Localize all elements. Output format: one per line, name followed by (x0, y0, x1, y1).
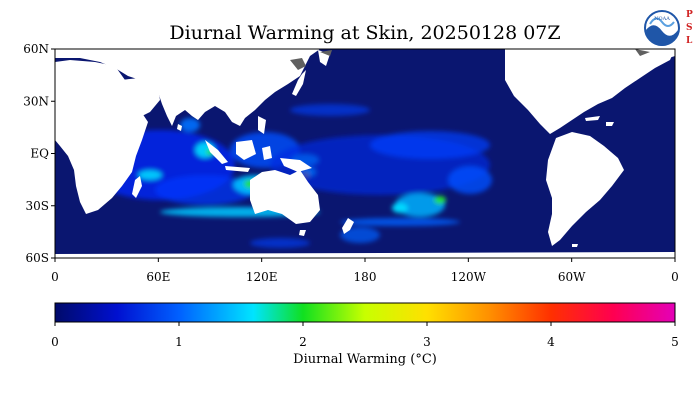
noaa-logo-text: NOAA (654, 16, 670, 22)
x-tick-label: 120W (451, 270, 487, 284)
colorbar-tick-label: 4 (547, 335, 555, 349)
africa (55, 60, 148, 214)
x-tick-label: 120E (246, 270, 278, 284)
map-title: Diurnal Warming at Skin, 20250128 07Z (169, 22, 560, 44)
land-masses (55, 49, 675, 258)
colorbar (54, 302, 676, 323)
x-tick-label: 0 (51, 270, 59, 284)
y-tick-label: 60S (26, 251, 50, 265)
colorbar-tick-label: 3 (423, 335, 431, 349)
y-tick-label: 30S (26, 199, 50, 213)
sea-ice (290, 49, 650, 70)
y-tick-label: EQ (30, 147, 49, 161)
colorbar-label: Diurnal Warming (°C) (293, 352, 437, 367)
colorbar-ticks: 0 1 2 3 4 5 (51, 322, 679, 349)
eurasia (55, 49, 320, 126)
north-america (505, 49, 675, 134)
noaa-logo: NOAA (644, 10, 680, 46)
x-tick-label: 60W (558, 270, 586, 284)
australia (250, 170, 320, 224)
colorbar-tick-label: 1 (175, 335, 183, 349)
psl-letters: P S L (686, 10, 693, 46)
psl-letter-s: S (686, 23, 693, 33)
x-tick-label: 180 (354, 270, 377, 284)
colorbar-tick-label: 0 (51, 335, 59, 349)
y-tick-label: 30N (23, 94, 49, 108)
map-panel (55, 49, 675, 258)
colorbar-tick-label: 5 (671, 335, 679, 349)
x-tick-label: 0 (671, 270, 679, 284)
psl-letter-p: P (686, 10, 693, 20)
y-tick-label: 60N (23, 42, 49, 56)
south-america (546, 132, 624, 246)
colorbar-tick-label: 2 (299, 335, 307, 349)
psl-letter-l: L (686, 36, 693, 46)
x-tick-label: 60E (146, 270, 170, 284)
